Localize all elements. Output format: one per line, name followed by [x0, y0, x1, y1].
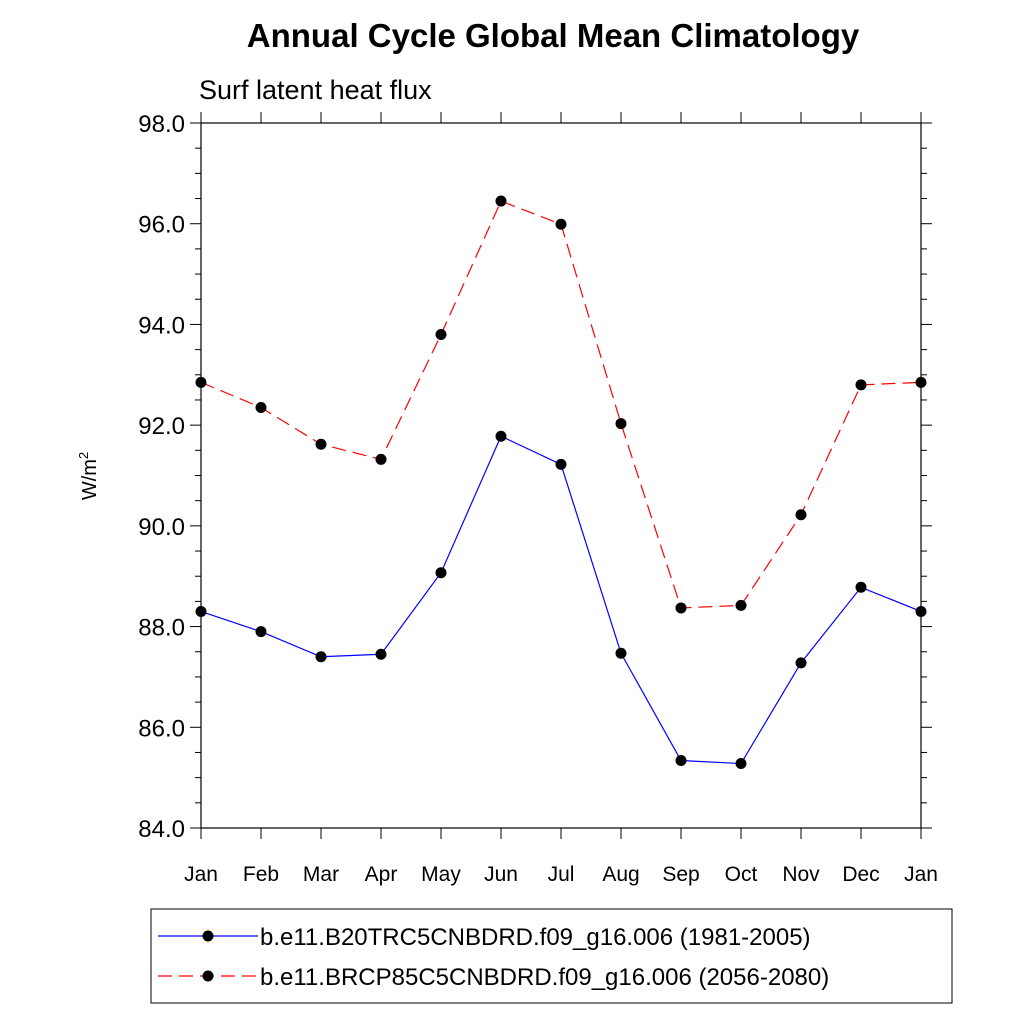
x-tick-label: Feb	[243, 863, 279, 886]
x-tick-label: Mar	[303, 863, 339, 886]
series-line-1	[200, 435, 922, 765]
x-tick-label: Sep	[662, 863, 699, 886]
y-axis-label-superscript: 2	[76, 452, 91, 459]
x-tick-label: Nov	[782, 863, 820, 886]
x-tick-label: Jul	[548, 863, 575, 886]
series-2-point	[675, 602, 687, 614]
legend-label-2: b.e11.BRCP85C5CNBDRD.f09_g16.006 (2056-2…	[260, 964, 829, 991]
series-1-point	[675, 755, 687, 767]
x-tick-label: Jan	[904, 863, 938, 886]
series-2-point	[555, 218, 567, 230]
legend-marker-2	[202, 970, 214, 982]
series-1-point	[795, 657, 807, 669]
x-tick-label: May	[421, 863, 461, 886]
series-2-point	[615, 418, 627, 430]
series-2-point	[855, 379, 867, 391]
series-1-point	[735, 758, 747, 770]
y-tick-label: 98.0	[138, 111, 185, 138]
series-1-point	[255, 626, 267, 638]
series-2-point	[735, 599, 747, 611]
series-1-point	[315, 651, 327, 663]
y-axis-title: W/m2	[76, 452, 101, 500]
y-tick-label: 88.0	[138, 615, 185, 642]
series-2-point	[375, 453, 387, 465]
legend-box	[150, 908, 953, 1004]
x-tick-label: Aug	[602, 863, 639, 886]
series-1-point	[915, 605, 927, 617]
series-1-point	[855, 581, 867, 593]
legend: b.e11.B20TRC5CNBDRD.f09_g16.006 (1981-20…	[150, 908, 953, 1004]
series-2-point	[315, 438, 327, 450]
x-tick-label: Dec	[842, 863, 879, 886]
y-axis-label: W/m	[79, 459, 101, 500]
series-2-point	[495, 195, 507, 207]
svg-text:W/m2: W/m2	[76, 452, 101, 500]
x-tick-label: Oct	[725, 863, 758, 886]
chart-subtitle: Surf latent heat flux	[199, 75, 432, 105]
x-tick-label: Jan	[184, 863, 218, 886]
series-1-point	[195, 605, 207, 617]
y-tick-label: 90.0	[138, 514, 185, 541]
y-tick-label: 96.0	[138, 212, 185, 239]
x-tick-label: Apr	[365, 863, 398, 886]
series-2-point	[255, 402, 267, 414]
series-1-point	[555, 458, 567, 470]
y-tick-label: 94.0	[138, 312, 185, 339]
series-1-point	[615, 647, 627, 659]
series-group	[195, 195, 927, 770]
y-tick-label: 86.0	[138, 715, 185, 742]
y-tick-label: 92.0	[138, 413, 185, 440]
y-tick-label: 84.0	[138, 816, 185, 843]
legend-marker-1	[202, 930, 214, 942]
legend-label-1: b.e11.B20TRC5CNBDRD.f09_g16.006 (1981-20…	[260, 924, 811, 951]
x-tick-label: Jun	[484, 863, 518, 886]
series-line-2	[200, 200, 922, 609]
series-2-point	[435, 329, 447, 340]
series-1-point	[435, 567, 447, 579]
series-2-point	[915, 376, 927, 388]
axes: 84.0 86.0 88.0 90.0 92.0 94.0 96.0 98.0 Jan Feb Ma…	[138, 111, 938, 886]
chart-title: Annual Cycle Global Mean Climatology	[247, 17, 860, 54]
series-2-point	[195, 376, 207, 388]
series-1-point	[375, 648, 387, 660]
series-2-point	[795, 509, 807, 521]
series-1-point	[495, 430, 507, 442]
